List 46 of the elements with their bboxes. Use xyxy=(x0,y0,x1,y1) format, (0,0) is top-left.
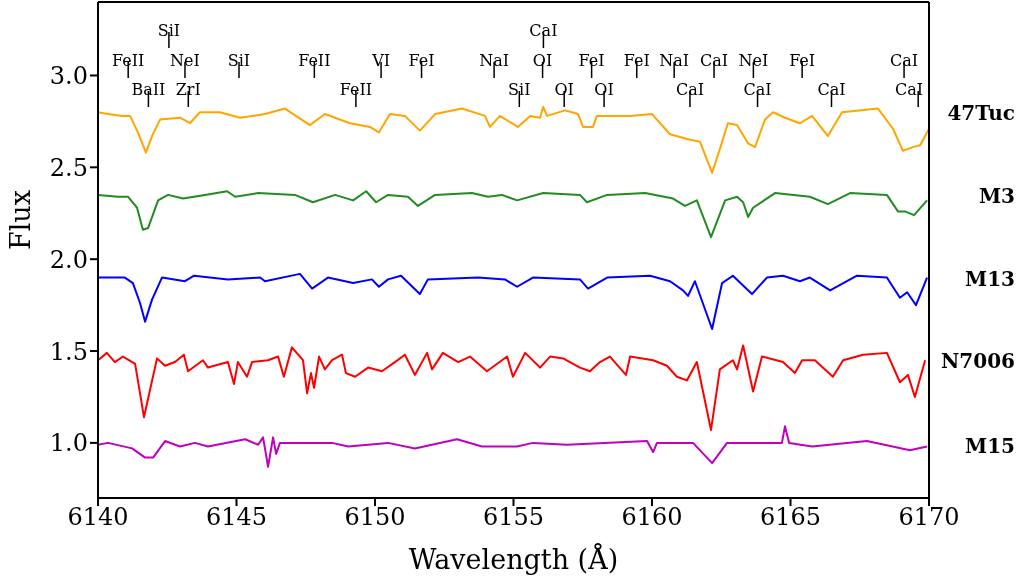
ref-line-label: OI xyxy=(554,80,574,99)
y-tick-label: 1.5 xyxy=(49,337,88,366)
ref-line-label: CaI xyxy=(890,51,919,70)
ref-line-label: FeII xyxy=(298,51,331,70)
ref-line-label: CaI xyxy=(699,51,729,70)
x-tick-label: 6170 xyxy=(898,503,960,532)
ref-line-label: NeI xyxy=(170,51,200,70)
series-label: M13 xyxy=(965,266,1015,291)
ref-line-label: OI xyxy=(594,80,614,99)
ref-line-label: CaI xyxy=(817,80,846,99)
ref-line-label: BaII xyxy=(131,80,166,99)
ref-line-label: OI xyxy=(532,51,553,70)
y-axis-title: Flux xyxy=(4,190,36,250)
y-tick-label: 1.0 xyxy=(49,429,88,458)
ref-line-label: SiI xyxy=(508,80,531,99)
text: M3 xyxy=(978,183,1015,208)
x-tick-label: 6150 xyxy=(344,503,406,532)
x-tick-label: 6160 xyxy=(621,503,683,532)
ref-line-label: FeII xyxy=(339,80,373,99)
ref-line-label: CaI xyxy=(894,80,924,99)
ref-line-label: CaI xyxy=(743,80,772,99)
series-label: 47Tuc xyxy=(947,101,1015,126)
ref-line-label: NeI xyxy=(738,51,769,70)
x-tick-label: 6155 xyxy=(482,503,545,532)
ref-line-label: ZrI xyxy=(175,80,201,99)
ref-line-label: NaI xyxy=(479,51,510,70)
ref-line-label: SiI xyxy=(157,21,181,40)
x-axis-title: Wavelength (Å) xyxy=(408,543,619,575)
ref-line-label: FeII xyxy=(112,51,145,70)
x-tick-label: 6145 xyxy=(205,503,268,532)
ref-line-label: FeI xyxy=(623,51,650,70)
ref-line-label: FeI xyxy=(578,51,605,70)
y-tick-label: 2.0 xyxy=(49,245,88,274)
series-label: N7006 xyxy=(941,349,1015,374)
x-tick-label: 6165 xyxy=(759,503,822,532)
ref-line-label: VI xyxy=(371,51,391,70)
ref-line-label: CaI xyxy=(529,21,558,40)
ref-line-label: FeI xyxy=(789,51,816,70)
x-tick-label: 6140 xyxy=(67,503,129,532)
ref-line-label: CaI xyxy=(675,80,704,99)
ref-line-label: SiI xyxy=(227,51,251,70)
ref-line-label: FeI xyxy=(408,51,435,70)
series-label: M15 xyxy=(965,433,1015,458)
y-tick-label: 2.5 xyxy=(49,153,88,182)
y-tick-label: 3.0 xyxy=(49,62,88,90)
ref-line-label: NaI xyxy=(659,51,690,70)
